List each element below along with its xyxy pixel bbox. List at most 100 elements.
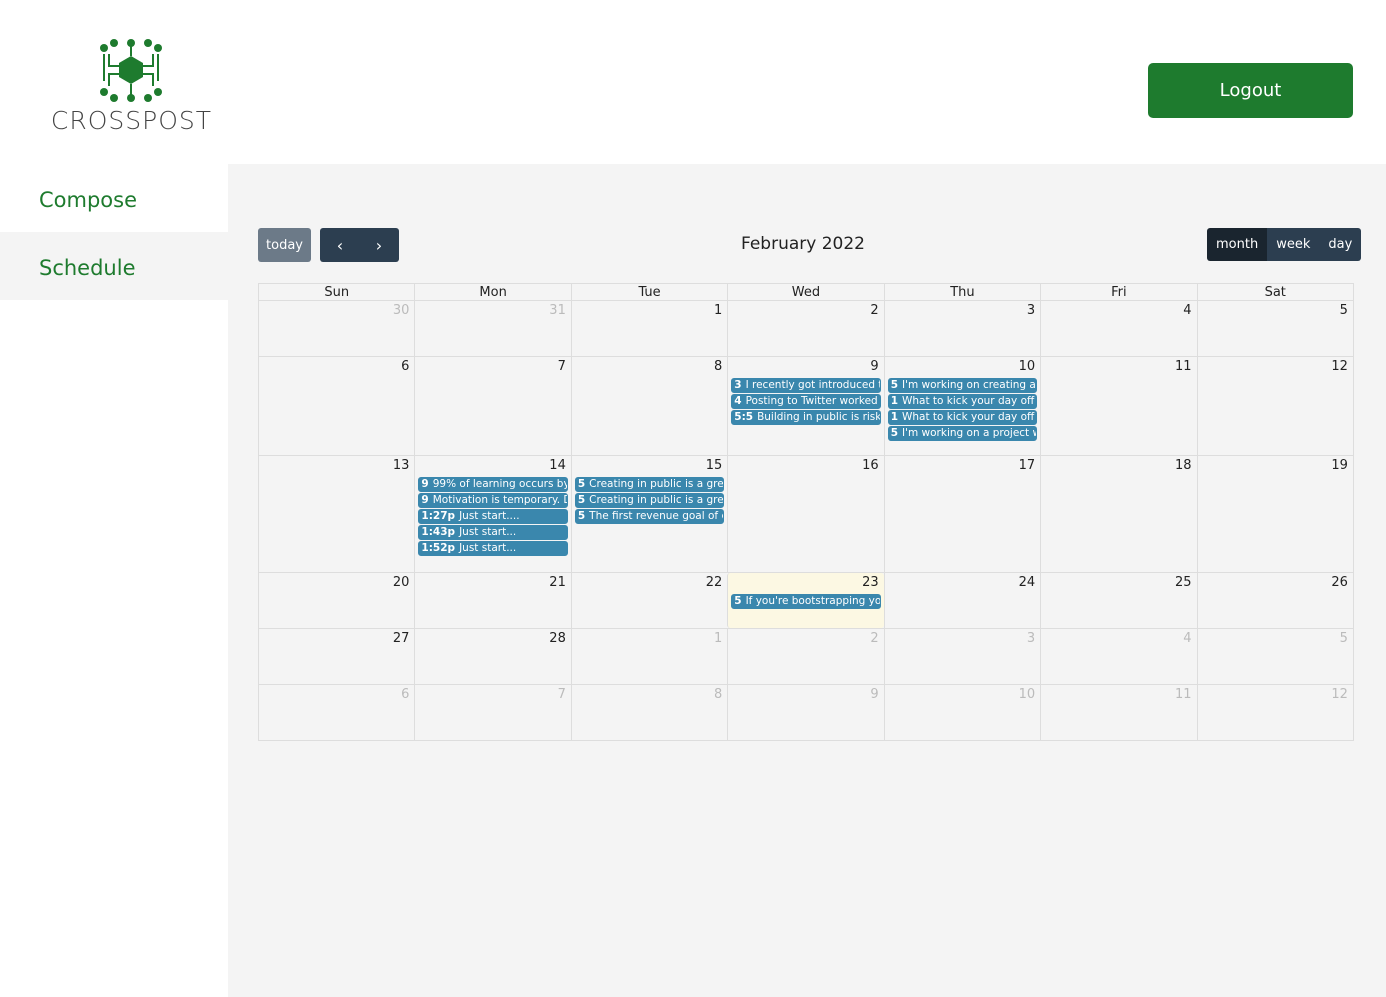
day-number: 12 [1331,359,1348,374]
day-cell[interactable]: 6 [259,357,414,455]
next-month-button[interactable]: › [359,228,399,262]
day-cell[interactable]: 4 [1040,629,1196,684]
day-cell[interactable]: 5 [1196,301,1353,356]
day-cell[interactable]: 20 [259,573,414,628]
calendar-event[interactable]: 1:27p Just start.... [418,509,568,524]
day-number: 13 [392,458,410,473]
day-cell[interactable]: 7 [414,685,570,740]
event-time: 5 [890,379,898,391]
day-cell[interactable]: 31 [414,301,570,356]
calendar-event[interactable]: 1:52p Just start... [418,541,568,556]
day-number: 7 [557,687,566,702]
day-cell[interactable]: 93I recently got introduced to t4Posting… [727,357,883,455]
day-cell[interactable]: 9 [727,685,883,740]
event-title: Posting to Twitter worked w [745,395,881,407]
event-title: Motivation is temporary. Dis [432,494,568,506]
calendar-event[interactable]: 5 I'm working on a project whe [887,426,1038,441]
day-cell[interactable]: 6 [259,685,414,740]
calendar-event[interactable]: 5 I'm working on creating a co [887,378,1038,393]
day-number: 8 [713,687,723,702]
calendar-event[interactable]: 3I recently got introduced to t [731,378,881,393]
calendar-event[interactable]: 5 If you're bootstrapping your [731,594,881,609]
day-number: 12 [1331,687,1348,702]
calendar-event[interactable]: 9 Motivation is temporary. Dis [418,493,568,508]
weekday-thu: Thu [883,284,1040,300]
day-cell[interactable]: 18 [1040,456,1196,572]
day-number: 9 [870,687,879,702]
day-number: 17 [1018,458,1036,473]
calendar-event[interactable]: 4 Posting to Twitter worked w [731,394,881,409]
calendar-event[interactable]: 1 What to kick your day off rig [887,394,1038,409]
day-cell[interactable]: 3 [883,629,1040,684]
event-time: 1 [890,411,898,423]
calendar-event[interactable]: 5 Creating in public is a great [574,493,725,508]
day-cell[interactable]: 10 [883,685,1040,740]
weekday-header: Sun Mon Tue Wed Thu Fri Sat [259,284,1353,301]
view-week-button[interactable]: week [1267,228,1320,261]
day-cell[interactable]: 27 [259,629,414,684]
day-cell[interactable]: 13 [259,456,414,572]
logo-text: CROSSPOST [50,106,213,135]
day-cell[interactable]: 15 5 Creating in public is a great 5 Creatin… [570,456,727,572]
day-cell[interactable]: 12 [1196,357,1353,455]
event-time: 3 [734,379,742,391]
event-time: 1:27p [421,510,456,522]
day-cell[interactable]: 16 [727,456,883,572]
day-cell[interactable]: 1 [570,301,727,356]
day-number: 8 [713,359,723,374]
calendar-week: 20 21 22 23 5 If you're bootstrapping your 24 2… [259,572,1353,628]
event-time: 5:5 [734,411,754,423]
day-number: 24 [1018,575,1036,590]
day-cell[interactable]: 19 [1196,456,1353,572]
day-number: 14 [549,458,566,473]
day-cell[interactable]: 22 [570,573,727,628]
prev-month-button[interactable]: ‹ [320,228,360,262]
day-cell[interactable]: 23 5 If you're bootstrapping your [727,573,884,628]
day-cell[interactable]: 8 [570,685,727,740]
day-cell[interactable]: 24 [883,573,1040,628]
day-number: 23 [862,575,879,590]
day-cell[interactable]: 21 [414,573,570,628]
weekday-tue: Tue [570,284,727,300]
day-cell[interactable]: 1 [570,629,727,684]
day-number: 1 [713,631,723,646]
view-day-button[interactable]: day [1319,228,1362,261]
sidebar-item-compose[interactable]: Compose [39,188,138,212]
day-cell[interactable]: 10 5 I'm working on creating a co 1 What to … [883,357,1040,455]
chevron-left-icon: ‹ [336,235,344,255]
calendar-event[interactable]: 5 Creating in public is a great [574,477,725,492]
day-cell[interactable]: 14 999% of learning occurs by do9Motivati… [414,456,570,572]
logout-button[interactable]: Logout [1148,63,1353,118]
calendar-event[interactable]: 999% of learning occurs by do [418,477,568,492]
day-cell[interactable]: 7 [414,357,570,455]
calendar-event[interactable]: 1 What to kick your day off rig [887,410,1038,425]
day-cell[interactable]: 25 [1040,573,1196,628]
day-cell[interactable]: 5 [1196,629,1353,684]
day-cell[interactable]: 30 [259,301,414,356]
event-time: 1:52p [421,542,456,554]
view-month-button[interactable]: month [1207,228,1268,261]
event-title: I'm working on creating a co [902,379,1038,391]
day-cell[interactable]: 3 [883,301,1040,356]
day-cell[interactable]: 28 [414,629,570,684]
day-cell[interactable]: 2 [727,301,883,356]
event-title: What to kick your day off rig [902,395,1038,407]
sidebar-item-schedule[interactable]: Schedule [0,232,228,300]
day-cell[interactable]: 11 [1040,357,1196,455]
day-cell[interactable]: 2 [727,629,883,684]
weekday-sat: Sat [1196,284,1353,300]
day-cell[interactable]: 17 [883,456,1040,572]
day-cell[interactable]: 12 [1196,685,1353,740]
event-title: If you're bootstrapping your [745,595,881,607]
today-button[interactable]: today [258,228,311,262]
calendar-event[interactable]: 5:5 Building in public is risky. [731,410,881,425]
day-cell[interactable]: 26 [1196,573,1353,628]
day-cell[interactable]: 4 [1040,301,1196,356]
day-cell[interactable]: 11 [1040,685,1196,740]
view-switcher: month week day [1207,228,1362,261]
event-time: 4 [734,395,742,407]
day-cell[interactable]: 8 [570,357,727,455]
calendar-event[interactable]: 1:43p Just start... [418,525,568,540]
